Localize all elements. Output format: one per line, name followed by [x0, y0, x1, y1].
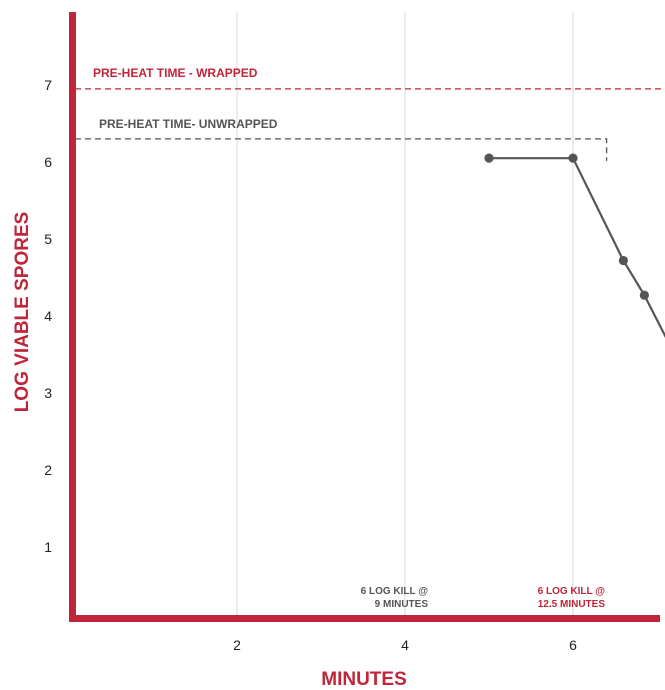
- y-tick-label-3: 3: [44, 385, 52, 401]
- x-axis-title: MINUTES: [321, 669, 407, 690]
- preheat-wrapped-bracket: [75, 88, 665, 90]
- series-group: [484, 153, 665, 339]
- y-tick-label-5: 5: [44, 231, 52, 247]
- annotations: PRE-HEAT TIME - WRAPPED PRE-HEAT TIME- UN…: [75, 66, 665, 610]
- grid-lines: [236, 12, 574, 615]
- y-tick-label-1: 1: [44, 539, 52, 555]
- y-axis-title: LOG VIABLE SPORES: [12, 212, 33, 413]
- y-tick-label-7: 7: [44, 77, 52, 93]
- kill-unwrapped-line1: 6 LOG KILL @: [361, 586, 429, 597]
- preheat-unwrapped-label: PRE-HEAT TIME- UNWRAPPED: [99, 117, 278, 131]
- axes: [69, 12, 660, 622]
- preheat-wrapped-label: PRE-HEAT TIME - WRAPPED: [93, 66, 258, 80]
- kill-unwrapped-line2: 9 MINUTES: [375, 599, 429, 610]
- tick-labels: 246810121234567: [44, 77, 577, 653]
- x-tick-label-4: 4: [401, 637, 409, 653]
- x-tick-label-2: 2: [233, 637, 241, 653]
- series-0-point-2: [618, 255, 629, 266]
- series-0-point-1: [568, 153, 578, 163]
- kill-wrapped-line1: 6 LOG KILL @: [538, 586, 606, 597]
- x-tick-label-6: 6: [569, 637, 577, 653]
- series-0-point-3: [639, 290, 650, 300]
- y-tick-label-6: 6: [44, 154, 52, 170]
- y-axis-line: [69, 12, 76, 621]
- y-tick-label-2: 2: [44, 462, 52, 478]
- x-axis-line: [69, 615, 660, 622]
- y-tick-label-4: 4: [44, 308, 52, 324]
- series-0-point-0: [484, 153, 494, 163]
- preheat-unwrapped-bracket: [75, 138, 608, 161]
- kill-wrapped-line2: 12.5 MINUTES: [538, 599, 606, 610]
- series-line-0: [489, 157, 665, 339]
